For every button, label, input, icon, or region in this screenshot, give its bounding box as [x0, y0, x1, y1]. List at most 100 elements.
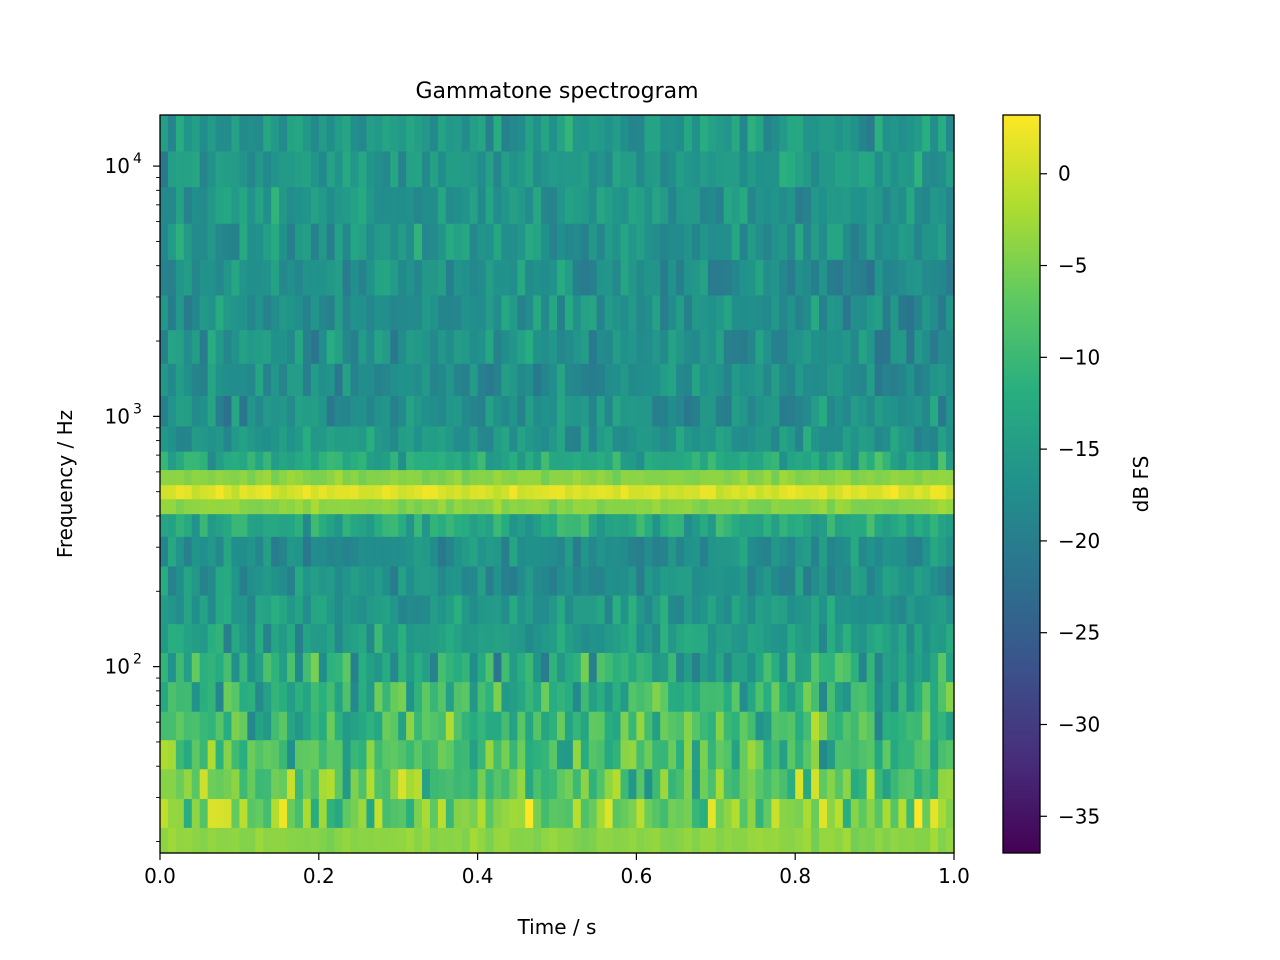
heatmap-cell	[533, 329, 542, 364]
heatmap-cell	[890, 498, 900, 515]
heatmap-cell	[684, 294, 693, 331]
heatmap-cell	[469, 150, 479, 188]
heatmap-cell	[541, 469, 550, 486]
heatmap-cell	[207, 363, 217, 397]
heatmap-cell	[167, 223, 177, 260]
heatmap-cell	[779, 186, 788, 224]
heatmap-cell	[271, 186, 280, 224]
heatmap-cell	[477, 594, 487, 625]
heatmap-cell	[676, 623, 685, 653]
heatmap-cell	[175, 623, 185, 653]
heatmap-cell	[549, 294, 558, 331]
heatmap-cell	[858, 594, 868, 625]
heatmap-cell	[223, 498, 233, 515]
heatmap-cell	[699, 798, 709, 828]
heatmap-cell	[946, 798, 955, 828]
heatmap-cell	[477, 186, 487, 224]
heatmap-cell	[684, 259, 693, 296]
heatmap-cell	[684, 536, 693, 567]
heatmap-cell	[239, 536, 248, 567]
heatmap-cell	[723, 513, 733, 537]
heatmap-cell	[636, 652, 645, 683]
heatmap-cell	[723, 395, 733, 427]
heatmap-cell	[382, 484, 391, 500]
heatmap-cell	[811, 594, 820, 625]
heatmap-cell	[826, 681, 836, 712]
heatmap-cell	[287, 484, 296, 500]
heatmap-cell	[398, 798, 407, 828]
heatmap-cell	[247, 363, 256, 397]
heatmap-cell	[326, 768, 336, 800]
heatmap-cell	[819, 513, 828, 537]
heatmap-cell	[612, 798, 622, 828]
heatmap-cell	[374, 451, 383, 471]
heatmap-cell	[215, 469, 225, 486]
heatmap-cell	[549, 451, 558, 471]
heatmap-cell	[167, 739, 177, 770]
heatmap-cell	[255, 739, 264, 770]
heatmap-cell	[334, 498, 344, 515]
heatmap-cell	[922, 294, 931, 331]
heatmap-cell	[684, 395, 693, 427]
heatmap-cell	[652, 425, 661, 452]
heatmap-cell	[644, 294, 653, 331]
heatmap-cell	[271, 768, 280, 800]
heatmap-cell	[461, 329, 471, 364]
heatmap-cell	[239, 498, 248, 515]
heatmap-cell	[922, 469, 931, 486]
heatmap-cell	[946, 565, 955, 596]
heatmap-cell	[477, 739, 487, 770]
heatmap-cell	[842, 681, 852, 712]
heatmap-cell	[453, 565, 463, 596]
heatmap-cell	[207, 451, 217, 471]
heatmap-cell	[588, 798, 598, 828]
heatmap-cell	[358, 681, 368, 712]
heatmap-cell	[160, 623, 169, 653]
heatmap-cell	[541, 425, 550, 452]
heatmap-cell	[811, 329, 820, 364]
heatmap-cell	[747, 513, 757, 537]
heatmap-cell	[834, 259, 844, 296]
heatmap-cell	[826, 363, 836, 397]
heatmap-cell	[469, 798, 479, 828]
heatmap-cell	[541, 623, 550, 653]
heatmap-cell	[271, 259, 280, 296]
heatmap-cell	[564, 329, 574, 364]
heatmap-cell	[183, 594, 193, 625]
heatmap-cell	[938, 115, 947, 152]
heatmap-cell	[811, 513, 820, 537]
heatmap-cell	[342, 329, 352, 364]
heatmap-cell	[557, 469, 566, 486]
heatmap-cell	[890, 363, 900, 397]
heatmap-cell	[279, 259, 288, 296]
heatmap-cell	[803, 484, 812, 500]
heatmap-cell	[160, 186, 169, 224]
heatmap-cell	[834, 150, 844, 188]
heatmap-cell	[437, 827, 447, 854]
heatmap-cell	[795, 652, 804, 683]
heatmap-cell	[429, 294, 439, 331]
heatmap-cell	[437, 150, 447, 188]
heatmap-cell	[612, 451, 622, 471]
heatmap-cell	[509, 451, 518, 471]
heatmap-cell	[398, 451, 407, 471]
heatmap-cell	[501, 259, 510, 296]
heatmap-cell	[390, 565, 399, 596]
heatmap-cell	[731, 469, 741, 486]
heatmap-cell	[199, 565, 209, 596]
colorbar	[1002, 114, 1041, 854]
heatmap-cell	[175, 186, 185, 224]
heatmap-cell	[517, 329, 526, 364]
heatmap-cell	[866, 768, 876, 800]
heatmap-cell	[628, 623, 637, 653]
heatmap-cell	[731, 536, 741, 567]
heatmap-cell	[898, 451, 907, 471]
heatmap-cell	[660, 469, 669, 486]
heatmap-cell	[255, 469, 264, 486]
heatmap-cell	[263, 711, 272, 741]
heatmap-cell	[612, 395, 622, 427]
heatmap-cell	[557, 115, 566, 152]
heatmap-cell	[580, 798, 590, 828]
heatmap-cell	[223, 798, 233, 828]
heatmap-cell	[890, 115, 900, 152]
